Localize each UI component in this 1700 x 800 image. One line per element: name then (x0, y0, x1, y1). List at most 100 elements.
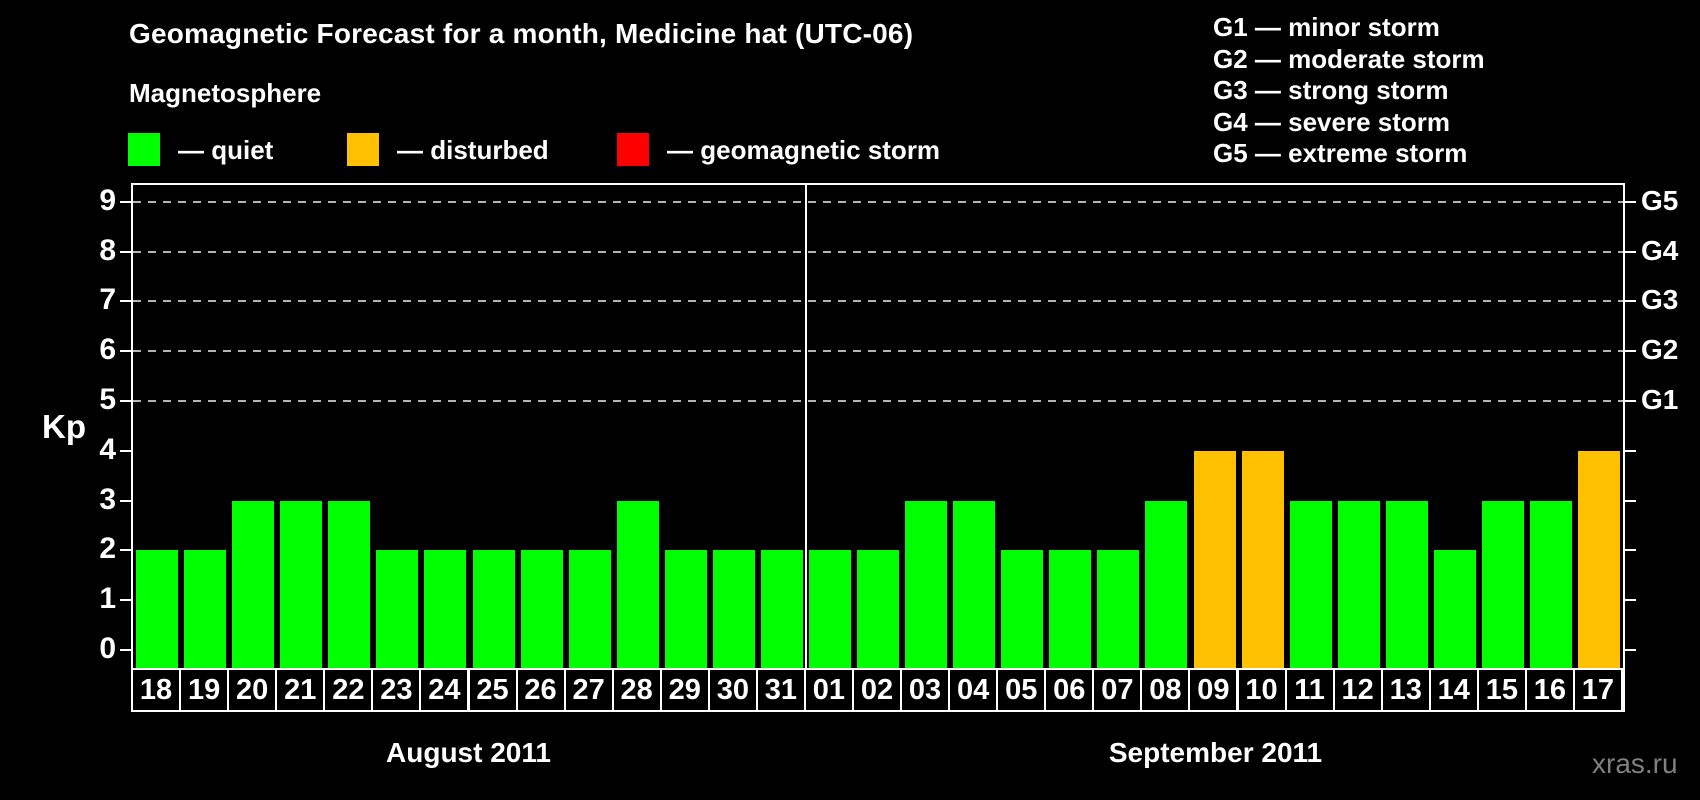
y-tick-left-0 (120, 649, 131, 651)
gridline-kp6 (133, 350, 1623, 353)
y-tick-left-1 (120, 599, 131, 602)
gridline-kp8 (133, 250, 1623, 253)
day-cell-29: 29 (661, 670, 708, 710)
y-tick-left-6 (120, 350, 131, 353)
y-tick-right-6 (1625, 350, 1636, 353)
y-tick-label-4: 4 (99, 432, 116, 466)
day-cell-05: 05 (998, 670, 1045, 710)
g-tick-label-G3: G3 (1641, 284, 1679, 316)
g-tick-label-G1: G1 (1641, 384, 1679, 415)
day-cell-20: 20 (229, 670, 276, 710)
kp-bar-day-01 (808, 550, 851, 668)
kp-bar-day-07 (1097, 550, 1140, 668)
g-legend-line: G1 — minor storm (1213, 12, 1440, 42)
kp-bar-day-04 (953, 500, 996, 668)
quiet-swatch (128, 133, 160, 166)
g-legend-line: G5 — extreme storm (1213, 138, 1468, 168)
month-label-september: September 2011 (1108, 737, 1323, 768)
y-tick-right-7 (1625, 300, 1636, 303)
kp-bar-day-10 (1241, 450, 1284, 668)
y-tick-left-2 (120, 549, 131, 552)
g-tick-label-G2: G2 (1641, 334, 1679, 366)
kp-bar-day-20 (232, 500, 275, 668)
day-cell-30: 30 (709, 670, 756, 710)
kp-bar-day-03 (905, 500, 948, 668)
day-cell-21: 21 (277, 670, 324, 710)
day-cell-11: 11 (1286, 670, 1333, 710)
y-tick-label-3: 3 (99, 482, 116, 516)
month-label-august: August 2011 (386, 737, 551, 768)
y-tick-label-1: 1 (99, 582, 116, 616)
y-tick-left-7 (120, 300, 131, 303)
kp-bar-day-13 (1385, 500, 1428, 668)
kp-bar-day-17 (1578, 450, 1620, 668)
kp-bar-day-11 (1289, 500, 1332, 668)
disturbed-swatch (347, 133, 379, 166)
day-cell-09: 09 (1190, 670, 1237, 710)
y-tick-label-8: 8 (99, 233, 116, 267)
y-tick-right-2 (1625, 549, 1636, 552)
day-cell-25: 25 (469, 670, 516, 710)
kp-bar-day-02 (857, 550, 899, 668)
y-tick-right-5 (1625, 400, 1636, 402)
kp-bar-day-08 (1145, 500, 1188, 668)
day-cell-13: 13 (1382, 670, 1429, 710)
g-legend-line: G4 — severe storm (1213, 106, 1451, 137)
magnetosphere-heading: Magnetosphere (129, 78, 322, 108)
y-tick-label-7: 7 (99, 283, 116, 317)
day-cell-18: 18 (133, 670, 180, 710)
day-cell-01: 01 (805, 670, 852, 710)
day-cell-23: 23 (373, 670, 420, 710)
plot-canvas (133, 185, 1623, 668)
y-tick-label-9: 9 (99, 183, 116, 217)
day-cell-12: 12 (1334, 670, 1381, 710)
y-axis-title: Kp (42, 408, 86, 445)
kp-bar-day-14 (1433, 550, 1476, 668)
kp-bar-day-29 (664, 550, 707, 668)
kp-bar-day-05 (1001, 550, 1044, 668)
g-tick-label-G5: G5 (1641, 184, 1679, 216)
kp-bar-day-09 (1193, 450, 1236, 668)
gridline-kp7 (133, 300, 1623, 303)
day-cell-04: 04 (950, 670, 997, 710)
gridline-kp9 (133, 200, 1623, 203)
kp-bar-day-27 (568, 550, 611, 668)
legend-label-disturbed: — disturbed (397, 135, 549, 165)
day-cell-10: 10 (1238, 670, 1285, 710)
gridline-kp5 (133, 400, 1623, 402)
g-legend-line: G3 — strong storm (1213, 75, 1449, 105)
y-tick-label-6: 6 (99, 333, 116, 367)
day-cell-17: 17 (1574, 670, 1621, 710)
y-tick-label-0: 0 (99, 632, 116, 665)
g-scale-legend: G1 — minor storm G2 — moderate storm G3 — … (1213, 12, 1485, 170)
x-axis-day-strip: 18 19 20 21 22 23 24 25 26 27 28 29 30 31 01 02 03 04 05 06… (131, 668, 1625, 712)
magnetosphere-legend: — quiet — disturbed — geomagnetic storm (0, 131, 1700, 171)
y-tick-right-8 (1625, 250, 1636, 253)
kp-bar-day-24 (424, 550, 467, 668)
day-cell-27: 27 (565, 670, 612, 710)
day-cell-16: 16 (1526, 670, 1573, 710)
day-cell-14: 14 (1430, 670, 1477, 710)
day-cell-02: 02 (854, 670, 901, 710)
y-tick-left-9 (120, 200, 131, 203)
y-tick-right-9 (1625, 200, 1636, 203)
kp-bar-day-19 (184, 550, 227, 668)
y-tick-right-3 (1625, 499, 1636, 502)
watermark: xras.ru (1592, 748, 1678, 779)
month-separator-line (805, 183, 807, 712)
y-tick-left-8 (120, 250, 131, 253)
day-cell-03: 03 (902, 670, 949, 710)
kp-bar-day-18 (136, 550, 178, 668)
kp-bar-day-22 (328, 500, 371, 668)
legend-label-quiet: — quiet (178, 135, 274, 165)
y-tick-label-5: 5 (99, 383, 116, 416)
y-tick-label-2: 2 (99, 532, 116, 566)
day-cell-24: 24 (421, 670, 468, 710)
day-cell-19: 19 (181, 670, 228, 710)
y-tick-right-0 (1625, 649, 1636, 651)
kp-bar-day-21 (280, 500, 323, 668)
chart-title: Geomagnetic Forecast for a month, Medici… (129, 18, 914, 49)
plot-area (131, 183, 1625, 668)
y-tick-left-4 (120, 449, 131, 452)
